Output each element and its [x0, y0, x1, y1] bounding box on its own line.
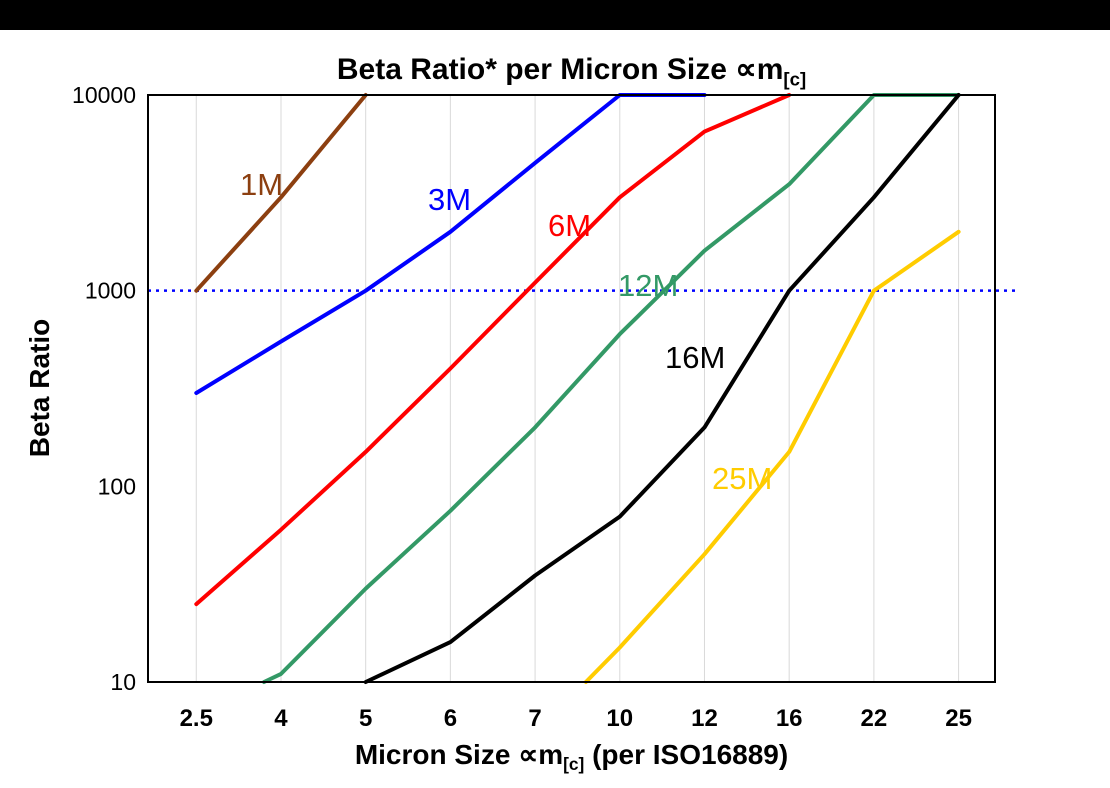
- x-axis-label-suffix: (per ISO16889): [584, 739, 789, 770]
- x-axis-label-prefix: Micron Size: [354, 739, 519, 770]
- series-1M-line: [194, 93, 368, 293]
- y-tick-label-10: 10: [110, 669, 136, 695]
- series-label-16M: 16M: [665, 340, 725, 375]
- series-label-3M: 3M: [428, 182, 471, 217]
- subscript-c: [c]: [783, 68, 807, 90]
- x-tick-label-4: 4: [274, 705, 288, 732]
- y-tick-label-1000: 1000: [85, 278, 136, 304]
- series-label-12M: 12M: [618, 268, 678, 303]
- micron-symbol: ∝m: [735, 53, 784, 86]
- chart-title-text: Beta Ratio* per Micron Size: [336, 53, 736, 86]
- x-tick-label-12: 12: [691, 705, 718, 732]
- series-12M-line: [262, 93, 961, 684]
- y-axis-label: Beta Ratio: [24, 318, 55, 458]
- plot-border: [147, 94, 996, 683]
- x-tick-label-22: 22: [861, 705, 888, 732]
- x-tick-label-16: 16: [776, 705, 803, 732]
- subscript-c: [c]: [563, 754, 585, 775]
- y-tick-label-100: 100: [98, 473, 136, 499]
- chart-title: Beta Ratio* per Micron Size ∝m[c]: [148, 52, 995, 91]
- top-bar: [0, 0, 1110, 30]
- x-tick-label-2.5: 2.5: [180, 705, 213, 732]
- series-25M-line: [583, 229, 961, 684]
- micron-symbol: ∝m: [518, 739, 564, 770]
- series-label-6M: 6M: [548, 208, 591, 243]
- series-label-25M: 25M: [712, 461, 772, 496]
- y-tick-label-10000: 10000: [72, 82, 136, 108]
- series-16M-line: [363, 93, 961, 684]
- x-tick-label-5: 5: [359, 705, 372, 732]
- series-6M-line: [194, 93, 792, 607]
- x-tick-label-25: 25: [945, 705, 972, 732]
- x-tick-label-7: 7: [528, 705, 541, 732]
- x-axis-label: Micron Size ∝m[c] (per ISO16889): [148, 738, 995, 775]
- x-tick-label-10: 10: [606, 705, 633, 732]
- series-label-1M: 1M: [240, 167, 283, 202]
- x-tick-label-6: 6: [444, 705, 457, 732]
